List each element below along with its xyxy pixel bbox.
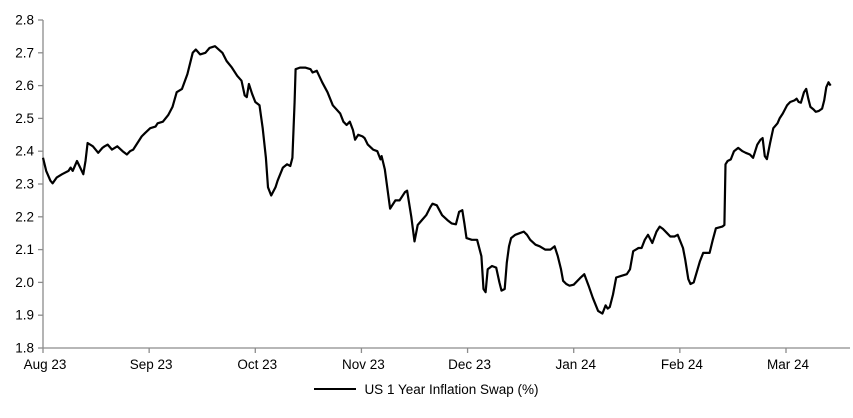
y-tick-label: 2.3: [15, 177, 34, 192]
y-tick-label: 2.4: [15, 144, 34, 159]
x-tick-label: Nov 23: [342, 357, 385, 372]
y-tick-label: 2.2: [15, 209, 34, 224]
legend-label: US 1 Year Inflation Swap (%): [364, 381, 539, 397]
y-tick-label: 2.8: [15, 13, 34, 28]
y-tick-label: 2.5: [15, 111, 34, 126]
x-tick-label: Mar 24: [767, 357, 810, 372]
legend: US 1 Year Inflation Swap (%): [0, 379, 853, 399]
y-tick-label: 2.0: [15, 275, 34, 290]
x-tick-label: Sep 23: [130, 357, 173, 372]
series-line-us-1y-inflation-swap: [41, 45, 832, 315]
legend-line-swatch: [314, 388, 357, 390]
x-tick-label: Dec 23: [448, 357, 491, 372]
y-tick-label: 1.9: [15, 308, 34, 323]
y-tick-label: 1.8: [15, 341, 34, 356]
x-tick-label: Oct 23: [237, 357, 277, 372]
x-tick-label: Jan 24: [555, 357, 596, 372]
y-tick-label: 2.1: [15, 242, 34, 257]
y-tick-label: 2.6: [15, 78, 34, 93]
x-tick-label: Aug 23: [24, 357, 67, 372]
x-tick-label: Feb 24: [661, 357, 704, 372]
y-tick-label: 2.7: [15, 45, 34, 60]
